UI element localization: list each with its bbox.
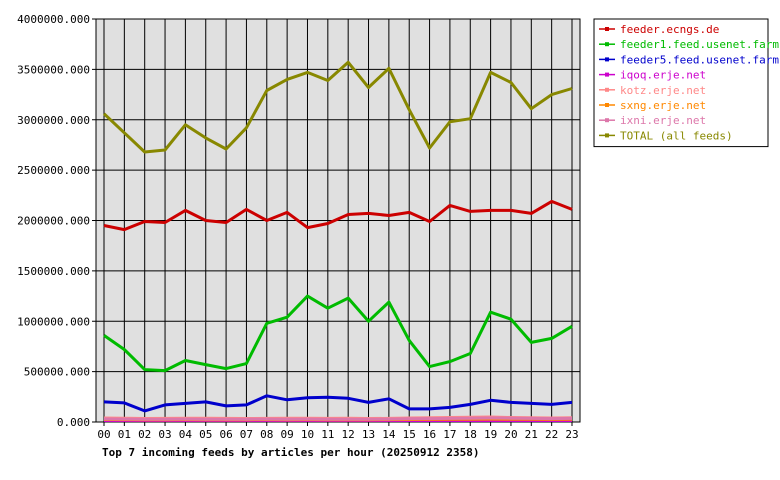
y-tick-label: 4000000.000 [17, 13, 90, 26]
series-line-ixni-erje-net [103, 416, 573, 421]
x-tick-label: 00 [97, 428, 110, 441]
legend-label: ixni.erje.net [620, 114, 706, 127]
chart-title: Top 7 incoming feeds by articles per hou… [102, 446, 480, 459]
legend-marker [605, 133, 609, 138]
y-axis: 0.000 500000.000 1000000.000 1500000.000 200… [17, 13, 96, 429]
x-tick-label: 04 [179, 428, 193, 441]
y-tick-label: 1500000.000 [17, 265, 90, 278]
legend-label: feeder5.feed.usenet.farm [620, 53, 779, 66]
legend-label: kotz.erje.net [620, 84, 706, 97]
x-tick-label: 16 [423, 428, 436, 441]
series-lines [102, 60, 573, 422]
legend-marker [605, 42, 609, 47]
x-tick-label: 20 [504, 428, 517, 441]
x-tick-label: 14 [382, 428, 396, 441]
y-tick-label: 0.000 [57, 416, 90, 429]
x-tick-label: 09 [281, 428, 294, 441]
y-tick-label: 500000.000 [24, 366, 90, 379]
x-tick-label: 05 [199, 428, 212, 441]
x-tick-label: 07 [240, 428, 253, 441]
series-line-feeder-ecngs-de [103, 199, 573, 232]
legend-box [593, 18, 769, 148]
x-tick-label: 12 [342, 428, 355, 441]
legend-marker [605, 87, 609, 92]
legend-marker [605, 118, 609, 123]
series-line-feeder5-feed-usenet-farm [103, 394, 573, 413]
series-line-total-all-feeds- [102, 60, 573, 154]
legend-marker [605, 103, 609, 107]
series-line-feeder1-feed-usenet-farm [103, 294, 573, 373]
legend: feeder.ecngs.de feeder1.feed.usenet.farm f… [593, 18, 779, 148]
y-tick-label: 3500000.000 [17, 63, 90, 76]
legend-marker [605, 72, 609, 77]
x-tick-label: 08 [260, 428, 273, 441]
x-tick-label: 02 [138, 428, 151, 441]
legend-label: feeder.ecngs.de [620, 23, 719, 36]
x-tick-label: 22 [545, 428, 558, 441]
x-tick-label: 13 [362, 428, 375, 441]
legend-label: TOTAL (all feeds) [620, 129, 733, 142]
x-axis: 00 01 02 03 04 05 06 07 08 09 10 11 12 13 14 15 16 17 18 19… [97, 422, 579, 441]
legend-label: iqoq.erje.net [620, 69, 706, 82]
x-tick-label: 19 [484, 428, 497, 441]
legend-marker [605, 57, 609, 62]
x-tick-label: 01 [118, 428, 131, 441]
y-tick-label: 3000000.000 [17, 114, 90, 127]
x-tick-label: 06 [219, 428, 232, 441]
y-tick-label: 1000000.000 [17, 315, 90, 328]
x-tick-label: 15 [403, 428, 416, 441]
x-tick-label: 03 [158, 428, 171, 441]
x-tick-label: 18 [464, 428, 477, 441]
legend-label: feeder1.feed.usenet.farm [620, 38, 779, 51]
x-tick-label: 23 [565, 428, 578, 441]
x-tick-label: 10 [301, 428, 314, 441]
x-tick-label: 17 [443, 428, 456, 441]
y-tick-label: 2000000.000 [17, 215, 90, 228]
legend-label: sxng.erje.net [620, 99, 706, 112]
x-tick-label: 11 [321, 428, 334, 441]
legend-marker [605, 27, 609, 31]
y-tick-label: 2500000.000 [17, 164, 90, 177]
x-tick-label: 21 [525, 428, 538, 441]
